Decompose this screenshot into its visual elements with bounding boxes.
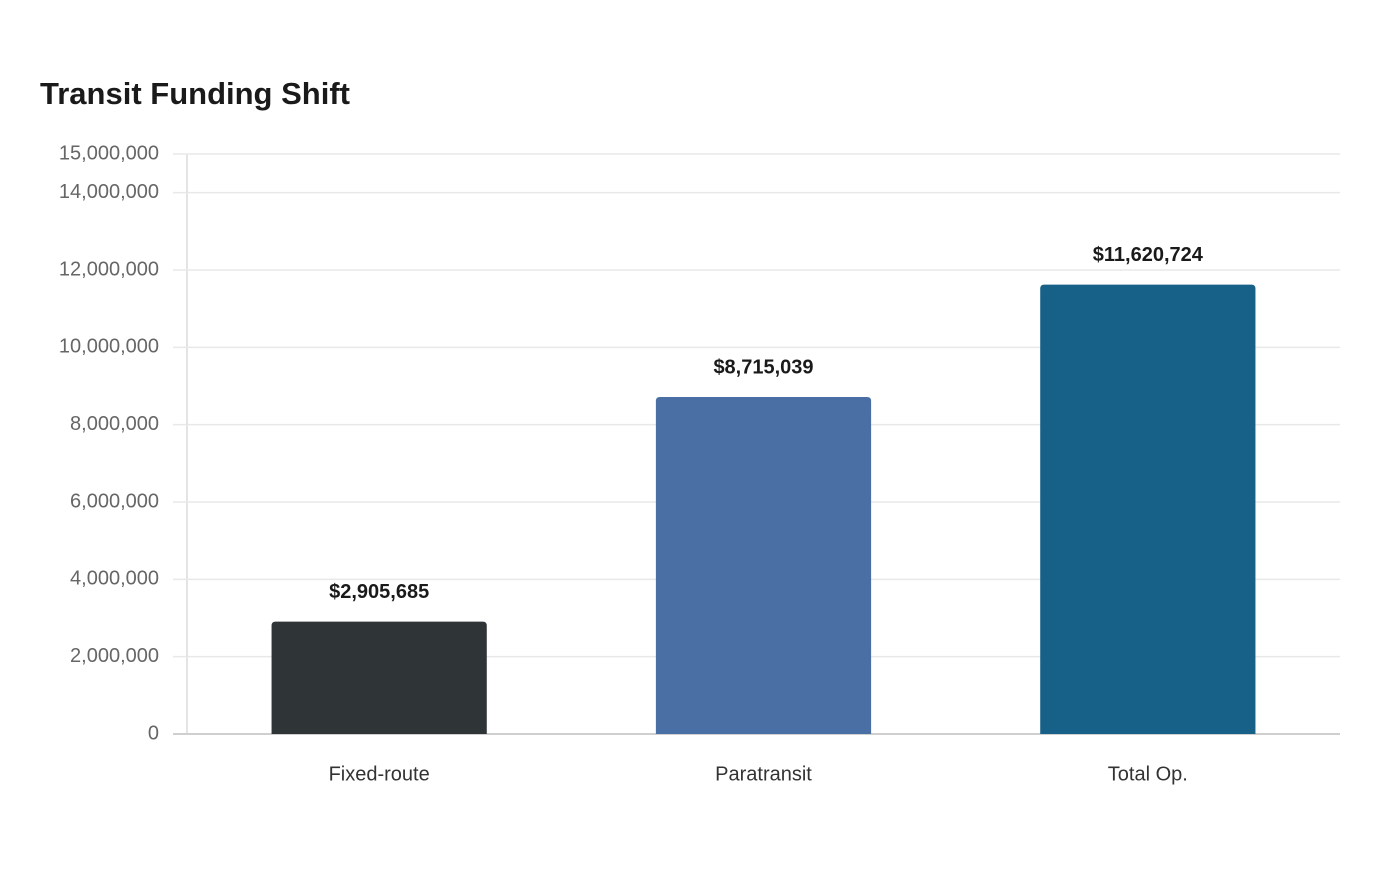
y-tick-label: 4,000,000 xyxy=(70,568,159,590)
value-label: $2,905,685 xyxy=(329,581,429,603)
y-tick-label: 8,000,000 xyxy=(70,413,159,435)
y-tick-label: 12,000,000 xyxy=(59,258,159,280)
chart-title: Transit Funding Shift xyxy=(40,76,350,111)
y-tick-label: 10,000,000 xyxy=(59,336,159,358)
x-tick-label: Paratransit xyxy=(715,763,812,785)
y-tick-label: 6,000,000 xyxy=(70,490,159,512)
value-label: $11,620,724 xyxy=(1093,244,1204,266)
bar xyxy=(1040,284,1256,734)
x-tick-label: Fixed-route xyxy=(329,763,430,785)
y-tick-label: 14,000,000 xyxy=(59,181,159,203)
y-tick-label: 2,000,000 xyxy=(70,645,159,667)
value-label: $8,715,039 xyxy=(713,356,813,378)
y-tick-label: 15,000,000 xyxy=(59,142,159,164)
y-tick-label: 0 xyxy=(148,722,159,744)
bar xyxy=(271,621,487,734)
x-tick-label: Total Op. xyxy=(1108,763,1188,785)
bar xyxy=(655,397,872,734)
